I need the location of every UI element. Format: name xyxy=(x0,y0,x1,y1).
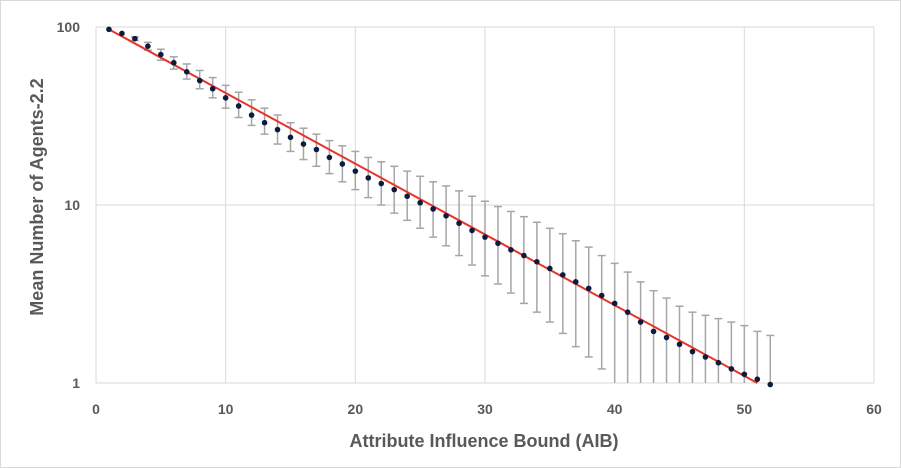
error-bar xyxy=(571,239,580,348)
error-bar xyxy=(623,271,632,383)
data-point xyxy=(585,285,592,292)
data-point xyxy=(287,134,294,141)
error-bars xyxy=(130,36,775,383)
data-point xyxy=(598,292,605,299)
error-bar xyxy=(714,317,723,383)
data-point xyxy=(611,300,618,307)
data-point xyxy=(145,43,151,50)
error-bar xyxy=(753,330,762,383)
error-bar xyxy=(519,215,528,305)
data-point xyxy=(702,354,709,360)
data-point xyxy=(430,206,436,212)
data-point xyxy=(326,154,333,161)
data-point xyxy=(624,309,631,315)
data-point xyxy=(132,35,138,42)
data-point xyxy=(715,359,722,366)
data-point xyxy=(741,371,748,378)
data-point xyxy=(417,199,423,206)
data-point xyxy=(560,272,566,278)
data-point xyxy=(754,376,761,383)
error-bar xyxy=(636,281,645,383)
x-tick-label: 60 xyxy=(866,401,882,417)
error-bar xyxy=(584,246,593,358)
error-bar xyxy=(766,334,775,383)
data-point xyxy=(482,234,488,240)
error-bar xyxy=(610,262,619,383)
error-bar xyxy=(727,321,736,383)
error-bar xyxy=(545,227,554,323)
data-point xyxy=(650,328,657,335)
data-point xyxy=(339,161,346,167)
data-point xyxy=(663,334,670,341)
x-tick-labels: 0 10 20 30 40 50 60 xyxy=(92,401,882,417)
data-point xyxy=(196,77,203,84)
data-point xyxy=(728,366,735,372)
y-tick-labels: 1 10 100 xyxy=(57,19,81,391)
data-point xyxy=(365,175,372,181)
data-point xyxy=(158,51,164,58)
data-point xyxy=(119,30,125,37)
error-bar xyxy=(532,221,541,313)
error-bar xyxy=(597,254,606,370)
data-point xyxy=(391,186,398,193)
data-point xyxy=(572,279,579,285)
data-point xyxy=(534,258,540,265)
error-bar xyxy=(701,314,710,383)
data-point xyxy=(313,146,320,153)
data-point xyxy=(767,381,774,388)
x-axis-title: Attribute Influence Bound (AIB) xyxy=(350,431,619,451)
data-point xyxy=(171,59,177,66)
data-point xyxy=(443,212,449,219)
data-point xyxy=(469,227,475,234)
data-point xyxy=(456,220,462,227)
data-point xyxy=(248,112,255,118)
data-point xyxy=(495,240,501,247)
x-tick-label: 50 xyxy=(737,401,753,417)
y-tick-label: 100 xyxy=(57,19,81,35)
data-point xyxy=(261,119,268,126)
data-point xyxy=(235,103,242,109)
y-tick-label: 1 xyxy=(72,375,80,391)
x-tick-label: 0 xyxy=(92,401,100,417)
data-point xyxy=(637,319,644,325)
data-point xyxy=(300,141,307,147)
error-bar xyxy=(662,297,671,383)
data-point xyxy=(183,69,190,75)
data-point xyxy=(508,247,514,253)
x-tick-label: 30 xyxy=(477,401,493,417)
data-point xyxy=(689,348,696,355)
error-bar xyxy=(558,232,567,335)
y-axis-title: Mean Number of Agents-2.2 xyxy=(27,78,47,315)
error-bar xyxy=(649,289,658,383)
data-point xyxy=(352,168,359,174)
data-point xyxy=(547,265,553,272)
data-point xyxy=(274,126,281,133)
data-point xyxy=(676,341,683,348)
data-point xyxy=(404,193,411,200)
x-tick-label: 10 xyxy=(218,401,234,417)
x-tick-label: 40 xyxy=(607,401,623,417)
x-tick-label: 20 xyxy=(348,401,364,417)
data-point xyxy=(222,95,229,101)
data-point xyxy=(106,26,112,33)
y-tick-label: 10 xyxy=(64,197,80,213)
data-point xyxy=(209,85,216,92)
data-point xyxy=(378,180,385,187)
data-points xyxy=(106,26,774,388)
data-point xyxy=(521,252,527,259)
